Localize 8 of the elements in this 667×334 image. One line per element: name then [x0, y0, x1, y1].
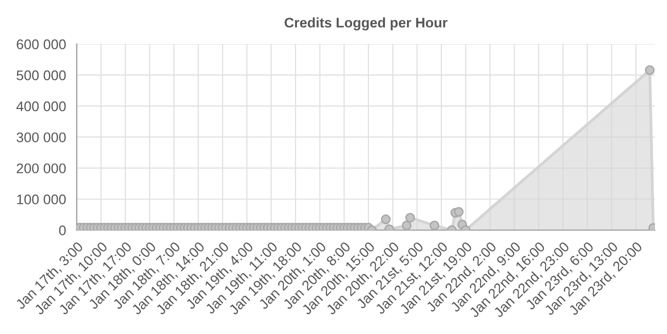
y-tick-label: 100 000 [17, 194, 66, 204]
y-tick-label: 400 000 [16, 101, 66, 112]
y-tick-label: 200 000 [16, 163, 66, 174]
y-tick-label: 300 000 [16, 132, 66, 142]
y-tick-label: 0 [59, 225, 66, 236]
chart-title: Credits Logged per Hour [284, 17, 448, 30]
y-tick-label: 600 000 [16, 39, 66, 50]
y-tick-label: 500 000 [16, 70, 66, 80]
